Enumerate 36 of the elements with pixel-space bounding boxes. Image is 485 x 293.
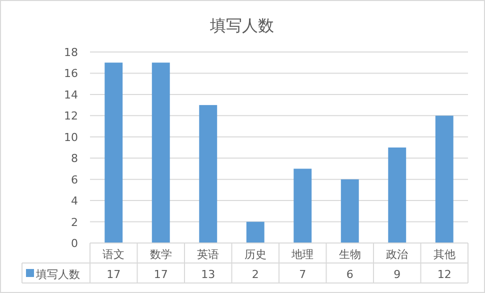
bar bbox=[104, 62, 123, 243]
y-tick-label: 18 bbox=[64, 46, 78, 59]
data-label: 6 bbox=[346, 268, 354, 281]
y-tick-label: 6 bbox=[71, 173, 78, 186]
data-label: 12 bbox=[437, 268, 452, 281]
bar bbox=[340, 179, 359, 243]
data-label: 7 bbox=[299, 268, 306, 281]
y-tick-label: 10 bbox=[64, 130, 78, 144]
y-tick-label: 8 bbox=[71, 152, 78, 166]
bar bbox=[294, 168, 312, 243]
data-label: 9 bbox=[394, 268, 401, 281]
y-tick-label: 2 bbox=[71, 216, 78, 229]
x-tick-label: 政治 bbox=[386, 248, 408, 261]
bar bbox=[388, 148, 406, 243]
x-tick-label: 语文 bbox=[102, 248, 125, 261]
bar bbox=[435, 116, 454, 243]
x-tick-label: 生物 bbox=[338, 248, 361, 261]
y-tick-label: 16 bbox=[64, 67, 78, 80]
x-tick-label: 英语 bbox=[197, 248, 220, 261]
data-label: 17 bbox=[154, 268, 168, 281]
y-tick-label: 0 bbox=[71, 237, 78, 250]
data-label: 2 bbox=[252, 268, 259, 281]
x-tick-label: 其他 bbox=[433, 248, 456, 261]
chart-title: 填写人数 bbox=[209, 16, 274, 35]
bar bbox=[152, 62, 170, 243]
data-label: 17 bbox=[106, 268, 121, 281]
bar bbox=[246, 222, 264, 243]
legend-label: 填写人数 bbox=[35, 268, 80, 281]
bar bbox=[199, 105, 218, 243]
x-tick-label: 地理 bbox=[290, 248, 314, 261]
x-tick-label: 数学 bbox=[150, 248, 172, 261]
y-tick-label: 12 bbox=[64, 110, 78, 123]
x-tick-label: 历史 bbox=[244, 248, 266, 261]
data-label: 13 bbox=[201, 268, 216, 281]
y-tick-label: 14 bbox=[64, 88, 78, 102]
y-tick-label: 4 bbox=[71, 194, 78, 208]
